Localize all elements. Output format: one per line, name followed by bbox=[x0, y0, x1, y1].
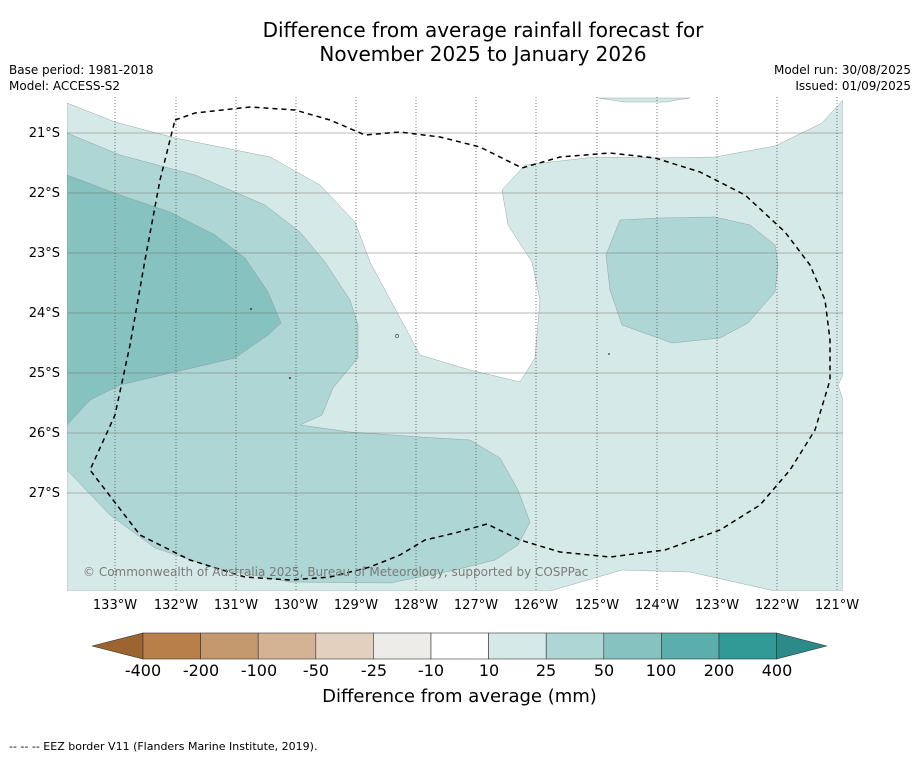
latitude-gridlines bbox=[67, 132, 843, 494]
colorbar-cell bbox=[430, 632, 489, 660]
colorbar-tick-label: -400 bbox=[124, 661, 162, 680]
longitude-label: 122°W bbox=[754, 598, 800, 613]
colorbar-extend-low bbox=[91, 632, 144, 660]
colorbar-cell bbox=[142, 632, 201, 660]
colorbar-extend-high bbox=[776, 632, 828, 660]
small-island-marker bbox=[395, 334, 399, 338]
colorbar-tick-label: 50 bbox=[593, 661, 615, 680]
colorbar-cell bbox=[200, 632, 259, 660]
colorbar-tick-label: -200 bbox=[182, 661, 220, 680]
rainfall-contour-10-25-top bbox=[597, 97, 691, 103]
eez-border bbox=[89, 106, 831, 581]
colorbar-cell bbox=[718, 632, 777, 660]
rainfall-map bbox=[66, 97, 844, 592]
latitude-label: 23°S bbox=[28, 246, 60, 261]
longitude-label: 124°W bbox=[634, 598, 680, 613]
rainfall-contour-25-50-east bbox=[605, 216, 779, 344]
map-title: Difference from average rainfall forecas… bbox=[262, 18, 704, 66]
colorbar-cell bbox=[315, 632, 374, 660]
latitude-label: 22°S bbox=[28, 186, 60, 201]
longitude-label: 132°W bbox=[153, 598, 199, 613]
longitude-label: 129°W bbox=[333, 598, 379, 613]
copyright-notice: © Commonwealth of Australia 2025, Bureau… bbox=[83, 565, 589, 579]
small-island-marker bbox=[250, 308, 252, 310]
colorbar-title: Difference from average (mm) bbox=[322, 686, 597, 707]
small-island-marker bbox=[289, 377, 291, 379]
longitude-gridlines bbox=[114, 97, 838, 591]
longitude-label: 133°W bbox=[92, 598, 138, 613]
longitude-label: 127°W bbox=[453, 598, 499, 613]
colorbar-tick-label: 200 bbox=[703, 661, 735, 680]
colorbar-tick-label: 10 bbox=[478, 661, 500, 680]
longitude-label: 126°W bbox=[513, 598, 559, 613]
colorbar bbox=[91, 632, 828, 660]
colorbar-tick-label: 100 bbox=[645, 661, 677, 680]
longitude-label: 123°W bbox=[694, 598, 740, 613]
colorbar-cell bbox=[373, 632, 432, 660]
colorbar-tick-label: -50 bbox=[302, 661, 330, 680]
eez-border-legend: -- -- -- EEZ border V11 (Flanders Marine… bbox=[9, 740, 318, 753]
colorbar-tick-label: -10 bbox=[417, 661, 445, 680]
latitude-label: 21°S bbox=[28, 126, 60, 141]
rainfall-map-canvas bbox=[66, 97, 844, 592]
colorbar-cell bbox=[603, 632, 662, 660]
longitude-label: 128°W bbox=[393, 598, 439, 613]
colorbar-cell bbox=[488, 632, 547, 660]
latitude-label: 27°S bbox=[28, 486, 60, 501]
colorbar-tick-label: -100 bbox=[240, 661, 278, 680]
model-run-issued-info: Model run: 30/08/2025 Issued: 01/09/2025 bbox=[773, 63, 911, 93]
rainfall-contour-50-100 bbox=[66, 174, 282, 426]
colorbar-tick-label: -25 bbox=[360, 661, 388, 680]
latitude-label: 25°S bbox=[28, 366, 60, 381]
colorbar-tick-label: 400 bbox=[761, 661, 793, 680]
latitude-label: 26°S bbox=[28, 426, 60, 441]
longitude-label: 130°W bbox=[273, 598, 319, 613]
longitude-label: 125°W bbox=[574, 598, 620, 613]
colorbar-cell bbox=[661, 632, 720, 660]
colorbar-cell bbox=[257, 632, 317, 660]
longitude-label: 121°W bbox=[814, 598, 860, 613]
colorbar-tick-label: 25 bbox=[535, 661, 557, 680]
latitude-label: 24°S bbox=[28, 306, 60, 321]
longitude-label: 131°W bbox=[213, 598, 259, 613]
small-island-marker bbox=[608, 353, 610, 355]
base-period-model-info: Base period: 1981-2018 Model: ACCESS-S2 bbox=[9, 63, 154, 93]
colorbar-cell bbox=[545, 632, 605, 660]
